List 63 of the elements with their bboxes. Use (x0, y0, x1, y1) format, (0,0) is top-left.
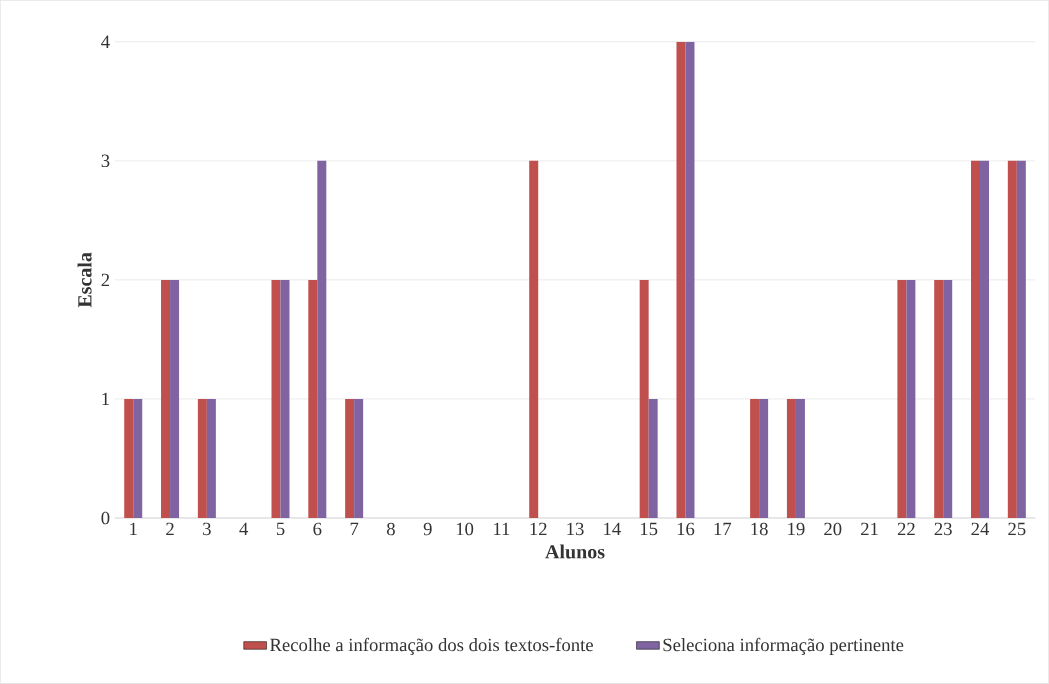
x-tick-label: 19 (788, 522, 805, 536)
bar (197, 399, 207, 519)
bar (759, 399, 769, 519)
y-axis-title: Escala (77, 252, 92, 308)
x-tick-label: 8 (386, 522, 395, 536)
bar (271, 279, 281, 519)
bar (1016, 160, 1026, 519)
bar (897, 279, 907, 519)
bar (676, 41, 686, 519)
bar (161, 279, 171, 519)
bar (1007, 160, 1017, 519)
x-tick-label: 11 (494, 522, 510, 536)
bar (354, 399, 364, 519)
x-tick-label: 1 (130, 522, 137, 536)
x-tick-label: 10 (456, 522, 474, 536)
bar (133, 399, 143, 519)
x-tick-label: 2 (166, 522, 174, 536)
bar (906, 279, 916, 519)
x-tick-label: 17 (714, 522, 732, 536)
x-tick-label: 13 (567, 522, 584, 536)
x-tick-label: 4 (239, 522, 249, 536)
bar (971, 160, 981, 519)
x-tick-label: 25 (1008, 522, 1026, 536)
x-tick-label: 21 (861, 522, 878, 536)
bar (750, 399, 760, 519)
y-tick-label: 3 (101, 154, 110, 168)
x-tick-label: 9 (423, 522, 432, 536)
bar (345, 399, 355, 519)
bar (639, 279, 649, 519)
x-tick-label: 22 (897, 522, 915, 536)
bar (786, 399, 796, 519)
x-axis-title: Alunos (545, 544, 605, 559)
bar (685, 41, 695, 519)
x-tick-label: 12 (530, 522, 547, 536)
y-tick-label: 2 (101, 273, 110, 287)
x-tick-label: 20 (824, 522, 842, 536)
bar (317, 160, 327, 519)
bar (206, 399, 216, 519)
bar (980, 160, 990, 519)
x-tick-label: 7 (350, 522, 359, 536)
legend-label: Seleciona informação pertinente (663, 637, 904, 656)
y-tick-label: 0 (101, 511, 110, 525)
bar (934, 279, 944, 519)
x-tick-label: 16 (677, 522, 695, 536)
bar (795, 399, 805, 519)
x-tick-label: 15 (640, 522, 658, 536)
bar (308, 279, 318, 519)
x-tick-label: 14 (604, 522, 621, 536)
bar (943, 279, 953, 519)
bar (648, 399, 658, 519)
x-tick-label: 6 (313, 522, 322, 536)
x-tick-label: 23 (934, 522, 952, 536)
bar (529, 160, 539, 519)
bar (280, 279, 290, 519)
legend-label: Recolhe a informação dos dois textos-fonte (270, 637, 593, 656)
y-tick-label: 1 (102, 392, 109, 406)
x-tick-label: 24 (971, 522, 990, 536)
bar (124, 399, 134, 519)
x-tick-label: 5 (276, 522, 285, 536)
bar (170, 279, 180, 519)
x-tick-label: 18 (751, 522, 768, 536)
x-tick-label: 3 (203, 522, 211, 536)
y-tick-label: 4 (101, 35, 110, 48)
